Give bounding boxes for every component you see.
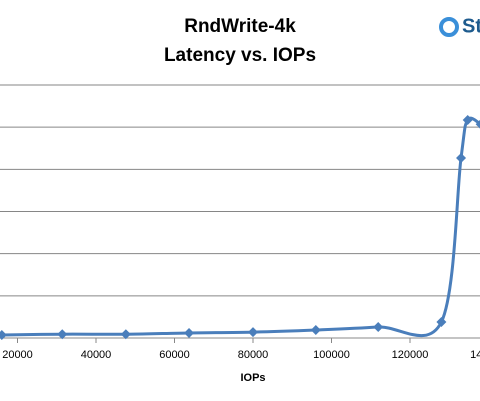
chart-title: Latency vs. IOPs xyxy=(164,45,316,66)
x-tick-label: 20000 xyxy=(2,349,33,361)
logo: St xyxy=(462,15,480,37)
marker xyxy=(456,152,467,163)
marker xyxy=(436,316,447,327)
marker xyxy=(184,327,195,338)
chart-title: RndWrite-4k xyxy=(184,16,296,37)
marker xyxy=(120,329,131,340)
marker xyxy=(373,322,384,333)
x-tick-label: 60000 xyxy=(159,349,190,361)
marker xyxy=(475,119,480,129)
marker xyxy=(57,329,68,340)
x-tick-label: 140000 xyxy=(470,349,480,361)
marker xyxy=(248,327,258,338)
marker xyxy=(310,324,321,335)
x-tick-label: 100000 xyxy=(313,349,350,361)
x-axis-label: IOPs xyxy=(240,372,265,384)
marker xyxy=(0,330,7,341)
marker xyxy=(462,114,473,125)
line xyxy=(1,116,480,338)
x-tick-label: 80000 xyxy=(238,349,269,361)
x-tick-label: 40000 xyxy=(81,349,112,361)
logo-icon xyxy=(439,17,459,37)
x-tick-label: 120000 xyxy=(392,349,429,361)
